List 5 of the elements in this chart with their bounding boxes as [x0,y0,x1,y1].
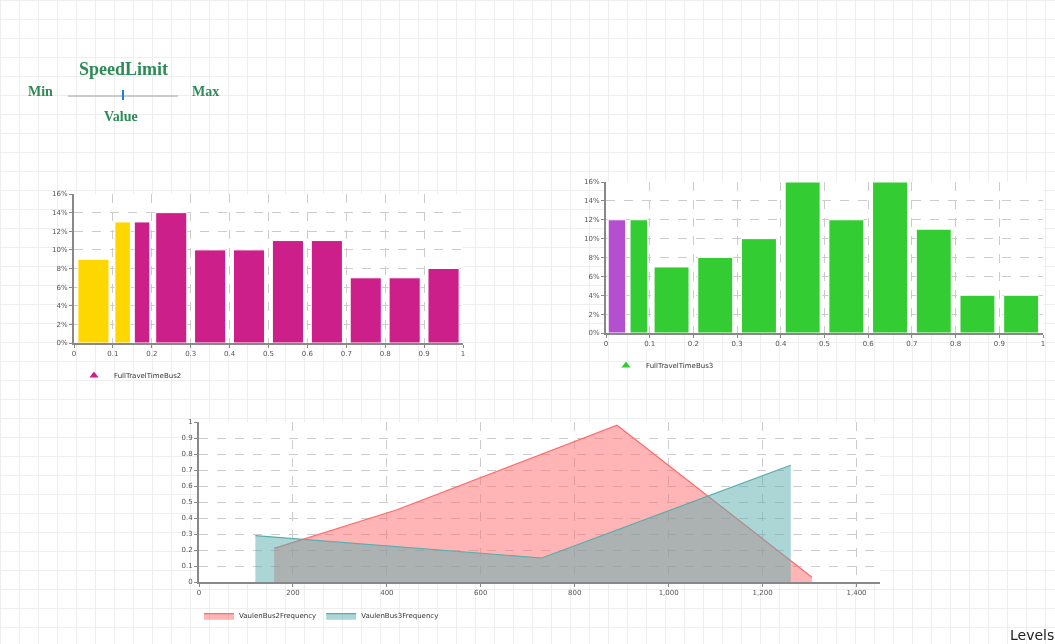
text: Value [104,109,138,125]
text: SpeedLimit [79,59,169,80]
text: Min [28,84,53,100]
text: Max [192,84,220,100]
text: Levels [1010,627,1055,643]
